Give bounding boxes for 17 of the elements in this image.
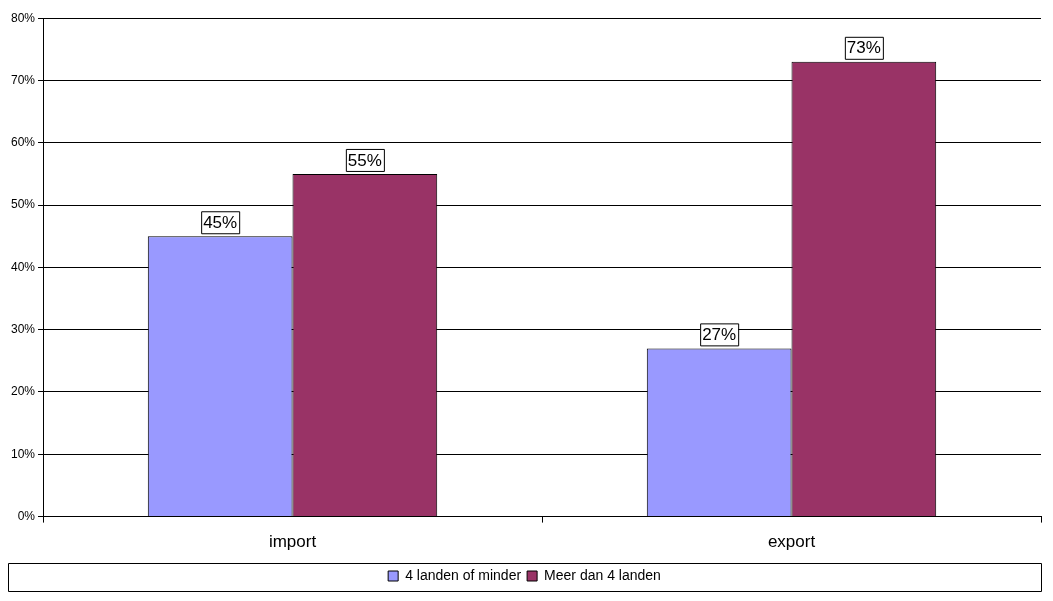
data-label: 73% — [846, 38, 881, 58]
data-label: 55% — [347, 150, 382, 170]
y-tick-label: 30% — [10, 322, 36, 337]
y-tick-label: 40% — [10, 259, 36, 274]
y-tick-label: 80% — [10, 10, 36, 25]
y-tick-label: 10% — [10, 446, 36, 461]
y-tick-label: 60% — [10, 135, 36, 150]
legend-label: Meer dan 4 landen — [544, 566, 661, 583]
data-label: 45% — [203, 212, 238, 232]
legend-label: 4 landen of minder — [405, 566, 522, 583]
x-tick-label: import — [268, 532, 317, 552]
y-tick-label: 0% — [17, 508, 36, 523]
y-tick-label: 70% — [10, 72, 36, 87]
y-tick-label: 20% — [10, 384, 36, 399]
data-label: 27% — [702, 325, 737, 345]
x-tick-label: export — [767, 532, 816, 552]
y-tick-label: 50% — [10, 197, 36, 212]
